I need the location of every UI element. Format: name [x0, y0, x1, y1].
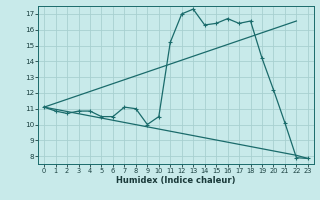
- X-axis label: Humidex (Indice chaleur): Humidex (Indice chaleur): [116, 176, 236, 185]
